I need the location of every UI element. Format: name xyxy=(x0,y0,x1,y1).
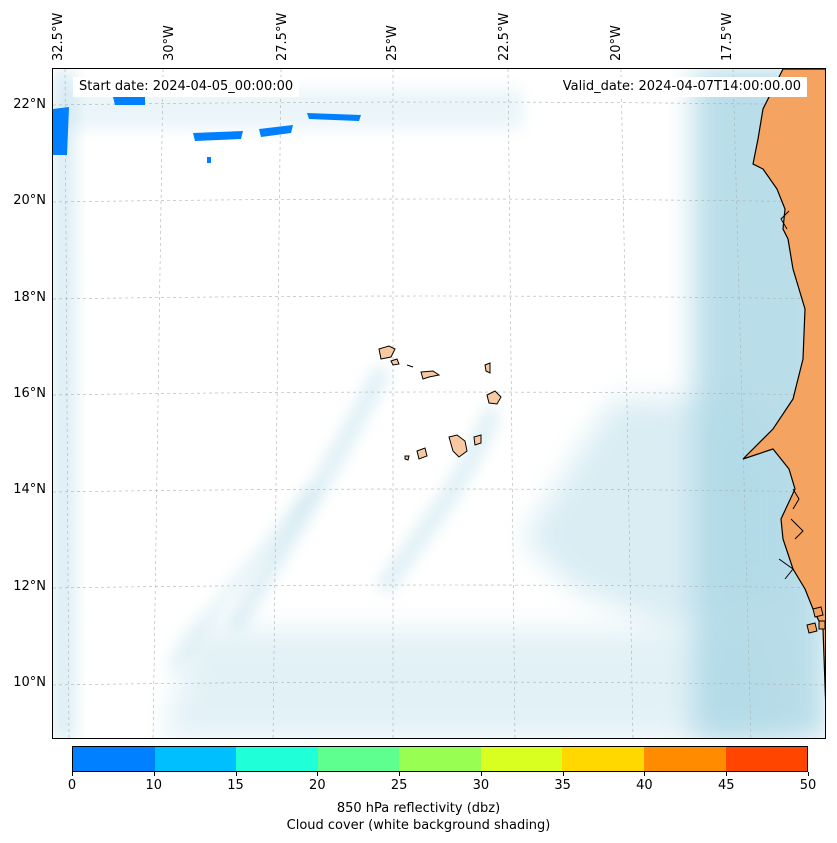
colorbar-sublabel: Cloud cover (white background shading) xyxy=(286,818,551,833)
african-mainland xyxy=(742,69,825,702)
latitude-label: 22°N xyxy=(13,97,46,112)
colorbar-tick-label: 30 xyxy=(472,778,490,793)
cloud-band-west xyxy=(53,69,75,738)
colorbar-tickmark xyxy=(644,772,646,776)
colorbar-tickmark xyxy=(562,772,564,776)
colorbar-label: 850 hPa reflectivity (dbz) xyxy=(336,801,501,816)
colorbar-segment xyxy=(480,747,563,771)
colorbar-segment xyxy=(317,747,400,771)
cloud-patch-south xyxy=(163,629,793,738)
colorbar-tickmark xyxy=(153,772,155,776)
island-santa-luzia xyxy=(406,364,414,368)
colorbar-segment xyxy=(399,747,481,771)
colorbar-tickmark xyxy=(726,772,728,776)
longitude-label: 22.5°W xyxy=(497,12,512,61)
colorbar-segment xyxy=(725,747,808,771)
island-sal xyxy=(484,362,491,374)
island-brava xyxy=(404,455,410,461)
colorbar-segment xyxy=(154,747,237,771)
colorbar-tick-label: 45 xyxy=(717,778,735,793)
colorbar-tick-label: 25 xyxy=(390,778,408,793)
start-date-label: Start date: 2024-04-05_00:00:00 xyxy=(73,77,300,97)
island-maio xyxy=(473,434,482,446)
colorbar-segment xyxy=(73,747,155,771)
reflectivity-patches xyxy=(53,97,361,163)
cape-verde-islands xyxy=(378,345,502,461)
latitude-label: 20°N xyxy=(13,193,46,208)
colorbar-tick-label: 10 xyxy=(145,778,163,793)
longitude-label: 27.5°W xyxy=(275,12,290,61)
coastline-detail xyxy=(778,210,804,580)
graticule xyxy=(53,69,825,738)
cloud-streak-2 xyxy=(377,406,500,594)
longitude-label: 30°W xyxy=(162,25,177,61)
colorbar-segment xyxy=(562,747,644,771)
colorbar-tick-label: 35 xyxy=(554,778,571,793)
cloud-cover-shading xyxy=(53,69,825,738)
island-sao-vicente xyxy=(390,358,400,366)
longitude-label: 17.5°W xyxy=(720,12,735,61)
colorbar-tickmark xyxy=(235,772,237,776)
island-santo-antao xyxy=(378,345,396,360)
latitude-label: 16°N xyxy=(13,386,46,401)
longitude-label: 32.5°W xyxy=(51,12,66,61)
longitude-label: 25°W xyxy=(385,25,400,61)
latitude-label: 10°N xyxy=(13,675,46,690)
colorbar-tickmark xyxy=(317,772,319,776)
island-sao-nicolau xyxy=(420,370,441,380)
island-santiago xyxy=(448,434,468,458)
colorbar-segment xyxy=(236,747,318,771)
colorbar-tick-label: 20 xyxy=(309,778,326,793)
colorbar-tickmark xyxy=(480,772,482,776)
colorbar-tick-label: 40 xyxy=(636,778,653,793)
colorbar-tick-label: 15 xyxy=(227,778,244,793)
colorbar xyxy=(72,746,808,772)
cloud-streak-1 xyxy=(227,365,390,633)
island-fogo xyxy=(416,447,428,460)
latitude-label: 14°N xyxy=(13,482,46,497)
map-frame: Start date: 2024-04-05_00:00:00 Valid_da… xyxy=(52,68,826,739)
colorbar-tickmark xyxy=(399,772,401,776)
latitude-label: 18°N xyxy=(13,290,46,305)
colorbar-tickmark xyxy=(72,772,73,776)
bijagos-islands xyxy=(806,606,825,634)
longitude-label: 20°W xyxy=(609,25,624,61)
map-canvas xyxy=(53,69,825,738)
latitude-label: 12°N xyxy=(13,579,46,594)
cloud-streak-3 xyxy=(168,486,318,672)
cloud-patch-southeast xyxy=(523,399,793,629)
colorbar-segment xyxy=(643,747,726,771)
colorbar-tick-label: 50 xyxy=(799,778,817,793)
valid-date-label: Valid_date: 2024-04-07T14:00:00.00 xyxy=(556,77,807,97)
island-boa-vista xyxy=(486,390,502,405)
colorbar-tick-label: 0 xyxy=(67,778,77,793)
colorbar-tickmark xyxy=(808,772,809,776)
